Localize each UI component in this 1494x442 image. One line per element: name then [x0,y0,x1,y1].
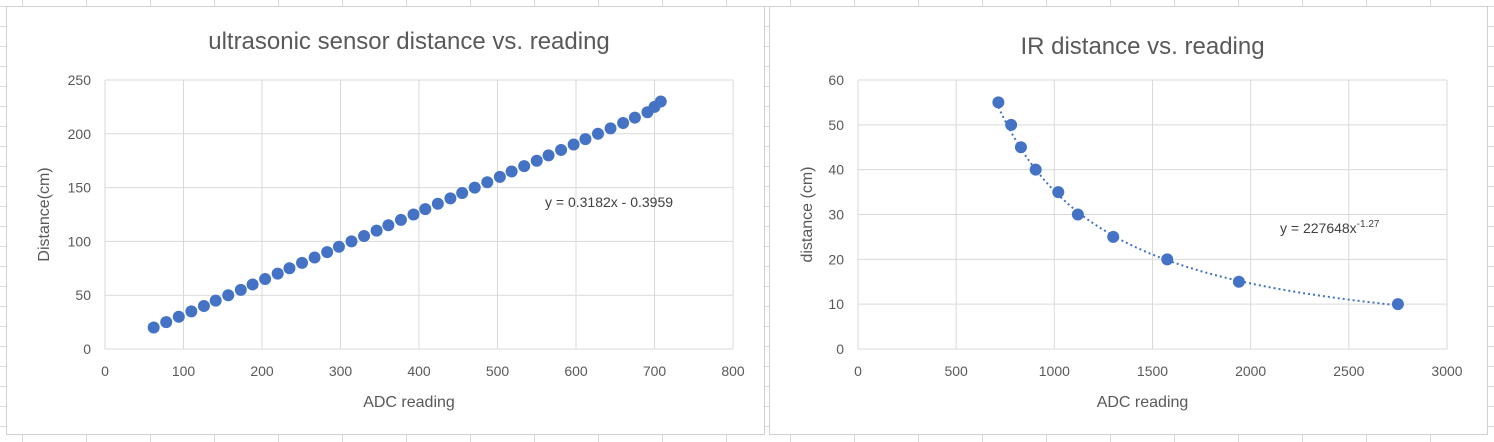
ultrasonic-x-tick-label: 400 [407,363,431,379]
ir-data-point [1071,208,1084,221]
ultrasonic-data-point [419,203,432,216]
ir-chart-title: IR distance vs. reading [1020,33,1264,60]
ultrasonic-chart-title: ultrasonic sensor distance vs. reading [208,28,610,55]
ultrasonic-chart-svg: ultrasonic sensor distance vs. reading 0 1… [36,28,745,411]
ultrasonic-y-tick-label: 250 [68,72,92,88]
ultrasonic-data-point [604,122,617,135]
ultrasonic-data-point [147,321,160,334]
ultrasonic-data-point [617,117,630,130]
ultrasonic-data-point [481,176,494,189]
ir-y-tick-label: 40 [828,162,844,178]
ultrasonic-y-axis-title: Distance(cm) [36,167,53,261]
ir-y-tick-label: 30 [828,207,844,223]
ir-data-point [1391,298,1404,311]
ultrasonic-data-point [431,197,444,210]
ultrasonic-y-tick-label: 200 [68,126,92,142]
ultrasonic-chart[interactable]: ultrasonic sensor distance vs. reading 0 1… [6,6,765,435]
ultrasonic-x-tick-label: 600 [564,363,588,379]
ultrasonic-data-point [555,143,568,156]
ultrasonic-data-point [542,149,555,162]
ir-y-tick-label: 60 [828,72,844,88]
ultrasonic-data-point [222,289,235,302]
ultrasonic-y-tick-label: 0 [83,341,91,357]
ir-data-point [1029,163,1042,176]
ultrasonic-data-point [407,208,420,221]
ultrasonic-data-point [358,230,371,243]
ir-x-tick-label: 1000 [1039,363,1070,379]
ultrasonic-data-point [185,305,198,318]
ultrasonic-x-tick-label: 500 [486,363,510,379]
ir-y-tick-label: 20 [828,251,844,267]
ir-data-point [992,96,1005,109]
ultrasonic-data-point [444,192,457,205]
ir-x-axis-title: ADC reading [1097,394,1189,411]
ultrasonic-x-tick-label: 700 [643,363,667,379]
ir-chart[interactable]: IR distance vs. reading 0 500 1000 1500 2000 2… [769,6,1488,435]
ir-x-tick-label: 2500 [1333,363,1364,379]
ultrasonic-data-point [382,219,395,232]
ir-data-point [1161,253,1174,266]
ultrasonic-y-tick-label: 100 [68,233,92,249]
ir-data-point [1232,275,1245,288]
ultrasonic-data-point [172,310,185,323]
ultrasonic-data-point [591,127,604,140]
ultrasonic-data-point [332,240,345,253]
ir-data-point [1014,141,1027,154]
ultrasonic-data-point [493,170,506,183]
ir-y-tick-label: 0 [836,341,844,357]
ultrasonic-data-point [321,246,334,259]
ultrasonic-data-point [160,316,173,329]
ir-x-tick-label: 500 [944,363,968,379]
ir-x-tick-label: 1500 [1137,363,1168,379]
ultrasonic-data-point [209,294,222,307]
ultrasonic-data-point [394,213,407,226]
ir-y-tick-label: 50 [828,117,844,133]
ultrasonic-x-tick-label: 800 [721,363,745,379]
ultrasonic-data-point [271,267,284,280]
ultrasonic-data-point [456,186,469,199]
ir-trendline-equation: y = 227648x-1.27 [1280,219,1380,236]
ultrasonic-x-tick-label: 100 [172,363,196,379]
ir-data-point [1052,186,1065,199]
ultrasonic-data-point [370,224,383,237]
ultrasonic-y-tick-label: 50 [75,287,91,303]
ultrasonic-trendline-equation: y = 0.3182x - 0.3959 [545,194,673,210]
ir-x-tick-label: 0 [854,363,862,379]
ultrasonic-data-point [308,251,321,264]
ultrasonic-data-point [654,95,667,108]
ultrasonic-x-tick-label: 300 [329,363,353,379]
ultrasonic-x-tick-label: 0 [101,363,109,379]
ir-data-point [1005,118,1018,131]
ir-trendline [997,106,1399,307]
ultrasonic-x-tick-label: 200 [250,363,274,379]
ultrasonic-x-axis-title: ADC reading [363,394,455,411]
ultrasonic-data-point [234,283,247,296]
ir-y-tick-label: 10 [828,296,844,312]
ultrasonic-data-point [579,133,592,146]
ultrasonic-data-point [197,299,210,312]
ultrasonic-data-point [505,165,518,178]
ultrasonic-data-point [518,160,531,173]
ultrasonic-data-point [567,138,580,151]
ir-y-axis-title: distance (cm) [799,166,816,262]
ultrasonic-data-point [246,278,259,291]
ultrasonic-data-point [628,111,641,124]
ultrasonic-data-point [530,154,543,167]
ir-data-point [1107,230,1120,243]
ultrasonic-data-point [259,273,272,286]
ultrasonic-data-point [345,235,358,248]
ultrasonic-data-point [296,256,309,269]
ir-x-tick-label: 3000 [1431,363,1462,379]
ultrasonic-data-point [283,262,296,275]
ultrasonic-data-point [468,181,481,194]
ir-x-tick-label: 2000 [1235,363,1266,379]
ultrasonic-y-tick-label: 150 [68,180,92,196]
